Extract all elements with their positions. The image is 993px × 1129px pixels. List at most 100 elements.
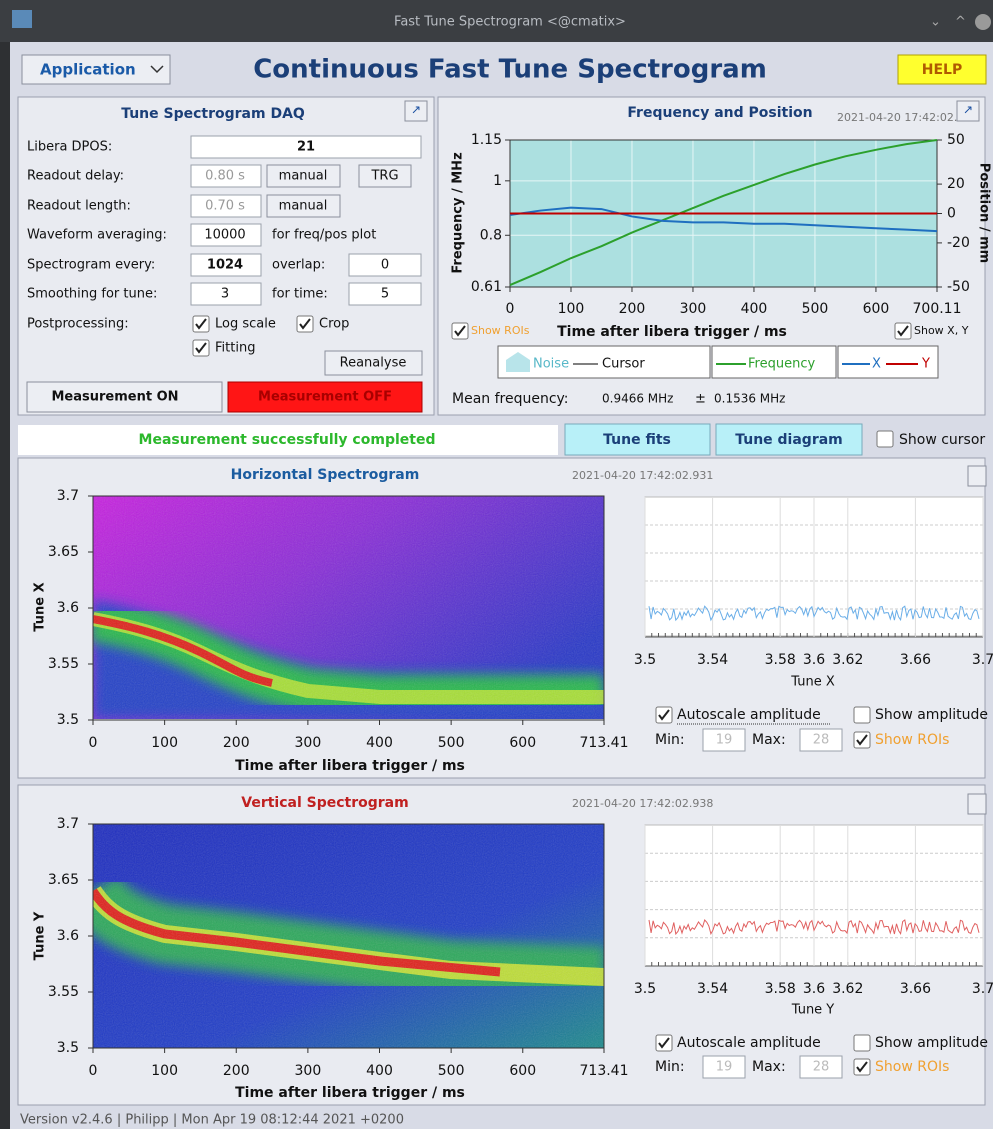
button-label[interactable]: manual (279, 169, 328, 184)
minimize[interactable]: ⌄ (930, 15, 941, 30)
input[interactable] (190, 135, 422, 159)
maximize[interactable]: ^ (955, 15, 966, 30)
detach-button[interactable] (404, 100, 428, 122)
y-tick-label: 3.5 (57, 712, 79, 728)
checkbox-box (853, 706, 871, 724)
input-value[interactable]: 1024 (207, 258, 243, 273)
input (799, 728, 843, 752)
input-value: 0.70 s (205, 199, 245, 214)
input-value[interactable]: 0 (381, 258, 389, 273)
checkbox-label[interactable]: Log scale (215, 317, 276, 332)
y-tick-label: 3.55 (48, 984, 79, 1000)
button[interactable] (715, 423, 863, 456)
legend-box (711, 345, 837, 379)
help-button[interactable] (897, 54, 987, 85)
checkbox-label[interactable]: Show amplitude (875, 1035, 988, 1051)
close[interactable] (975, 14, 991, 30)
detach-button[interactable] (967, 465, 987, 487)
checkbox-label[interactable]: Show cursor (899, 432, 985, 448)
checkbox[interactable] (853, 1058, 871, 1076)
input[interactable] (190, 282, 262, 306)
x-tick-label: 600 (863, 301, 890, 317)
input-value[interactable]: 5 (381, 287, 389, 302)
checkbox-label[interactable]: Autoscale amplitude (677, 1035, 821, 1051)
x-tick-label: 0 (89, 1063, 98, 1079)
checkbox-label[interactable]: Fitting (215, 341, 255, 356)
button-label[interactable]: Measurement OFF (258, 390, 392, 405)
button-label[interactable]: manual (279, 199, 328, 214)
checkbox[interactable] (853, 1034, 871, 1052)
x-tick-label: 713.41 (580, 1063, 629, 1079)
x-tick-label: 400 (741, 301, 768, 317)
detach-icon[interactable]: ↗ (411, 103, 421, 117)
button[interactable] (227, 381, 423, 413)
input (799, 1055, 843, 1079)
y-tick-label: 3.65 (48, 544, 79, 560)
input-value[interactable]: 21 (297, 140, 315, 155)
button[interactable] (26, 381, 223, 413)
help-label[interactable]: HELP (922, 62, 962, 78)
field-label: Libera DPOS: (27, 140, 112, 155)
checkbox[interactable] (192, 339, 210, 357)
checkbox[interactable] (853, 731, 871, 749)
y-tick-label: 1.15 (471, 132, 502, 148)
x-tick-label: 3.5 (634, 652, 656, 668)
checkbox[interactable] (894, 322, 912, 340)
x-axis-label: Time after libera trigger / ms (235, 758, 465, 774)
x-tick-label: 300 (680, 301, 707, 317)
button-label[interactable]: Reanalyse (340, 356, 407, 371)
input[interactable] (348, 282, 422, 306)
checkbox[interactable] (655, 1034, 673, 1052)
menu-chevron (150, 65, 164, 74)
button-label[interactable]: Tune fits (603, 432, 671, 448)
series-line (509, 139, 938, 287)
x-tick-label: 3.62 (832, 652, 863, 668)
input (190, 164, 262, 188)
button-label[interactable]: Measurement ON (51, 390, 178, 405)
mean-label: Mean frequency: (452, 391, 569, 407)
checkbox-label[interactable]: Autoscale amplitude (677, 707, 821, 723)
checkbox[interactable] (296, 315, 314, 333)
checkbox-box (853, 1034, 871, 1052)
checkbox-label[interactable]: Show ROIs (471, 324, 530, 337)
checkbox[interactable] (876, 430, 894, 448)
checkbox[interactable] (192, 315, 210, 333)
y-tick-label: 3.65 (48, 872, 79, 888)
button[interactable] (358, 164, 412, 188)
x-tick-label: 200 (619, 301, 646, 317)
input[interactable] (348, 253, 422, 277)
detach-button[interactable] (967, 793, 987, 815)
checkbox[interactable] (853, 706, 871, 724)
checkbox[interactable] (655, 706, 673, 724)
checkmark (299, 318, 311, 330)
menu-button[interactable] (21, 54, 171, 85)
menu-label[interactable]: Application (40, 61, 136, 79)
checkbox-label[interactable]: Show ROIs (875, 1059, 949, 1075)
button-label[interactable]: TRG (370, 169, 398, 184)
checkbox-label[interactable]: Show X, Y (914, 324, 969, 337)
input-value: 19 (716, 1060, 733, 1075)
x-tick-label: 100 (558, 301, 585, 317)
x-tick-label: 400 (366, 1063, 393, 1079)
checkbox[interactable] (451, 322, 469, 340)
checkbox-label[interactable]: Show ROIs (875, 732, 949, 748)
y2-tick-label: 20 (947, 176, 965, 192)
field-note: for freq/pos plot (272, 228, 376, 243)
x-tick-label: 200 (223, 735, 250, 751)
input[interactable] (190, 223, 262, 247)
input-value[interactable]: 10000 (204, 228, 245, 243)
detach-icon[interactable]: ↗ (963, 103, 973, 117)
button[interactable] (324, 350, 423, 376)
window-title: Fast Tune Spectrogram <@cmatix> (394, 15, 626, 30)
checkbox-label[interactable]: Show amplitude (875, 707, 988, 723)
detach-button[interactable] (956, 100, 980, 122)
button[interactable] (266, 194, 341, 218)
checkbox-label[interactable]: Crop (319, 317, 349, 332)
button[interactable] (564, 423, 711, 456)
x-tick-label: 600 (509, 1063, 536, 1079)
button-label[interactable]: Tune diagram (735, 432, 843, 448)
input[interactable] (190, 253, 262, 277)
input-value[interactable]: 3 (221, 287, 229, 302)
input-value: 28 (813, 1060, 830, 1075)
button[interactable] (266, 164, 341, 188)
